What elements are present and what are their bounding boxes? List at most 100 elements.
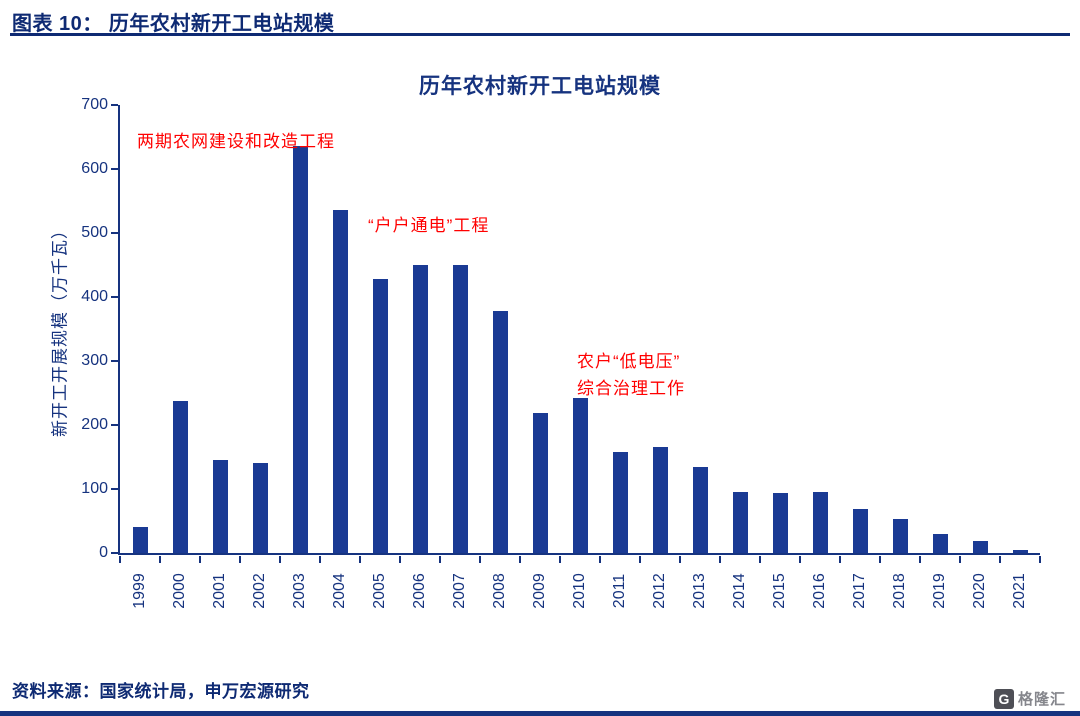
annotation-household-electricity-project: “户户通电”工程 bbox=[368, 216, 490, 235]
x-axis-tick-label: 2015 bbox=[771, 573, 788, 609]
x-axis-tick bbox=[719, 556, 721, 563]
x-axis-tick bbox=[999, 556, 1001, 563]
x-axis-tick-label: 2001 bbox=[211, 573, 228, 609]
y-axis-tick-label: 300 bbox=[81, 352, 108, 369]
annotation-line-1: 农户“低电压” bbox=[577, 352, 681, 371]
x-axis-tick bbox=[919, 556, 921, 563]
bar-2019 bbox=[932, 533, 948, 553]
x-axis-tick bbox=[399, 556, 401, 563]
x-axis-tick bbox=[879, 556, 881, 563]
x-axis-tick-label: 2003 bbox=[291, 573, 308, 609]
x-axis-tick bbox=[559, 556, 561, 563]
bar-2013 bbox=[692, 466, 708, 553]
x-axis-tick-label: 2007 bbox=[451, 573, 468, 609]
x-axis-tick bbox=[159, 556, 161, 563]
x-axis-tick bbox=[239, 556, 241, 563]
x-axis-tick-label: 2019 bbox=[931, 573, 948, 609]
bar-2018 bbox=[892, 519, 908, 553]
y-axis-tick bbox=[111, 104, 118, 106]
annotation-grid-construction-project: 两期农网建设和改造工程 bbox=[137, 132, 335, 151]
header-divider bbox=[10, 33, 1070, 36]
bar-2021 bbox=[1012, 549, 1028, 553]
y-axis-label: 新开工开展规模（万千瓦） bbox=[50, 221, 70, 437]
x-axis-tick bbox=[799, 556, 801, 563]
annotation-line-2: 综合治理工作 bbox=[577, 379, 685, 398]
bar-2003 bbox=[292, 145, 308, 553]
y-axis-tick bbox=[111, 232, 118, 234]
x-axis-tick-label: 2013 bbox=[691, 573, 708, 609]
bar-2002 bbox=[252, 462, 268, 553]
x-axis-tick bbox=[279, 556, 281, 563]
x-axis-tick bbox=[439, 556, 441, 563]
y-axis-tick-label: 0 bbox=[99, 544, 108, 561]
gelonghui-logo-text: 格隆汇 bbox=[1017, 691, 1066, 708]
x-axis-tick-label: 2021 bbox=[1011, 573, 1028, 609]
plot-area: 0 100 200 300 400 500 600 700 1999 2000 2001 2002 20… bbox=[81, 96, 1041, 609]
y-axis-tick-label: 500 bbox=[81, 224, 108, 241]
x-axis-tick-label: 2010 bbox=[571, 573, 588, 609]
x-axis-tick-label: 2009 bbox=[531, 573, 548, 609]
x-axis-tick bbox=[599, 556, 601, 563]
x-axis-tick bbox=[959, 556, 961, 563]
y-axis-tick bbox=[111, 552, 118, 554]
x-axis-tick bbox=[479, 556, 481, 563]
x-axis-tick bbox=[759, 556, 761, 563]
x-axis-tick bbox=[639, 556, 641, 563]
y-axis-tick-label: 600 bbox=[81, 160, 108, 177]
bar-2014 bbox=[732, 492, 748, 553]
y-axis-tick bbox=[111, 168, 118, 170]
gelonghui-logo-icon: G bbox=[993, 688, 1014, 709]
bar-2000 bbox=[172, 400, 188, 553]
x-axis-tick bbox=[319, 556, 321, 563]
bar-2020 bbox=[972, 541, 988, 553]
bar-2016 bbox=[812, 492, 828, 553]
y-axis-tick-label: 100 bbox=[81, 480, 108, 497]
x-axis-tick-label: 2005 bbox=[371, 573, 388, 609]
y-axis-tick bbox=[111, 360, 118, 362]
x-axis-tick-label: 2002 bbox=[251, 573, 268, 609]
bar-2007 bbox=[452, 265, 468, 553]
x-axis-tick bbox=[679, 556, 681, 563]
x-axis-tick-label: 2006 bbox=[411, 573, 428, 609]
gelonghui-logo: G 格隆汇 bbox=[993, 688, 1066, 709]
x-axis-tick-label: 2018 bbox=[891, 573, 908, 609]
y-axis-tick bbox=[111, 296, 118, 298]
x-axis-tick bbox=[839, 556, 841, 563]
bar-1999 bbox=[132, 527, 148, 553]
bar-2009 bbox=[532, 413, 548, 553]
x-axis-tick bbox=[119, 556, 121, 563]
bar-2004 bbox=[332, 209, 348, 553]
y-axis-tick bbox=[111, 424, 118, 426]
x-axis-tick-label: 2016 bbox=[811, 573, 828, 609]
x-axis-tick-label: 2014 bbox=[731, 573, 748, 609]
x-axis-tick-label: 2000 bbox=[171, 573, 188, 609]
bar-2011 bbox=[612, 451, 628, 553]
x-axis-tick bbox=[199, 556, 201, 563]
x-axis-tick bbox=[359, 556, 361, 563]
y-axis-tick-label: 400 bbox=[81, 288, 108, 305]
bar-2006 bbox=[412, 265, 428, 553]
x-axis-tick bbox=[1039, 556, 1041, 563]
bar-2012 bbox=[652, 447, 668, 553]
figure-caption: 图表 10： 历年农村新开工电站规模 bbox=[12, 13, 335, 35]
bar-2001 bbox=[212, 460, 228, 553]
y-axis-tick bbox=[111, 488, 118, 490]
y-axis-tick-label: 200 bbox=[81, 416, 108, 433]
y-axis-tick-label: 700 bbox=[81, 96, 108, 113]
bar-2017 bbox=[852, 509, 868, 553]
chart-title: 历年农村新开工电站规模 bbox=[419, 75, 661, 98]
x-axis-tick-label: 2008 bbox=[491, 573, 508, 609]
source-note: 资料来源：国家统计局，申万宏源研究 bbox=[12, 682, 310, 701]
x-axis-tick bbox=[519, 556, 521, 563]
x-axis-tick-label: 2004 bbox=[331, 573, 348, 609]
x-axis-tick-label: 1999 bbox=[131, 573, 148, 609]
x-axis-tick-label: 2020 bbox=[971, 573, 988, 609]
bar-2015 bbox=[772, 493, 788, 553]
x-axis-tick-label: 2011 bbox=[611, 573, 628, 609]
x-axis-tick-label: 2017 bbox=[851, 573, 868, 609]
bottom-divider bbox=[0, 711, 1080, 716]
annotation-low-voltage-treatment: 农户“低电压” 综合治理工作 bbox=[577, 348, 685, 402]
bar-2010 bbox=[572, 398, 588, 553]
x-axis-tick-label: 2012 bbox=[651, 573, 668, 609]
